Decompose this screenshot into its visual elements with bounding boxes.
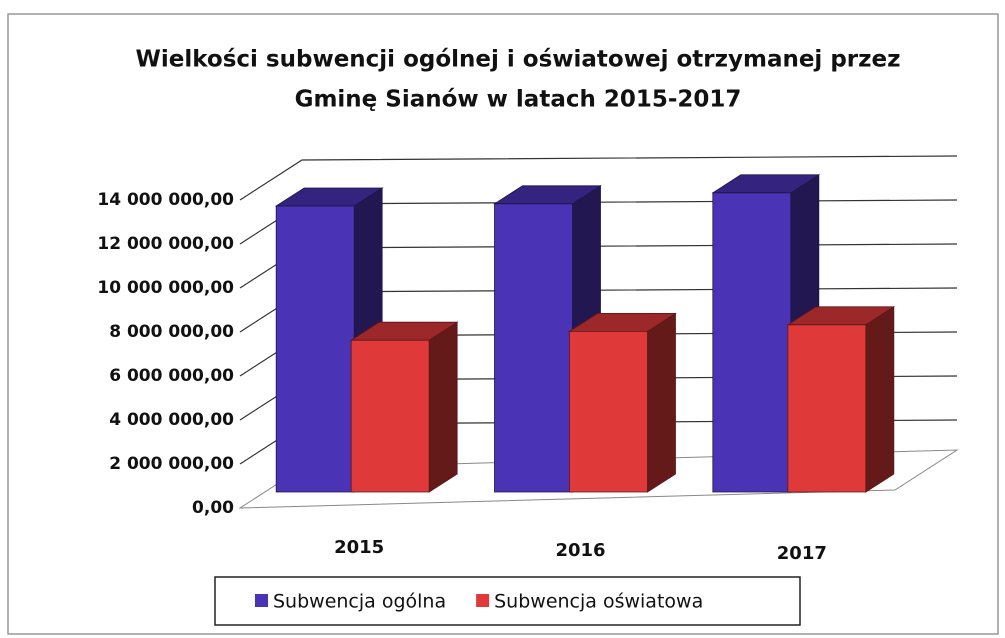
x-tick-label: 2017 <box>777 543 827 564</box>
y-tick-label: 4 000 000,00 <box>109 410 234 430</box>
bar <box>786 306 896 493</box>
y-tick-label: 8 000 000,00 <box>109 322 234 342</box>
chart-title: Wielkości subwencji ogólnej i oświatowej… <box>135 47 900 73</box>
y-tick-label: 6 000 000,00 <box>109 366 234 386</box>
y-tick-label: 10 000 000,00 <box>97 278 234 298</box>
grid-line <box>239 155 958 201</box>
y-tick-label: 2 000 000,00 <box>109 454 234 474</box>
legend-swatch <box>255 594 268 607</box>
legend-swatch <box>476 594 490 607</box>
bar <box>349 321 459 493</box>
bar <box>568 312 677 493</box>
y-tick-label: 14 000 000,00 <box>97 190 234 210</box>
legend-label: Subwencja oświatowa <box>494 591 703 613</box>
x-tick-label: 2015 <box>334 537 384 558</box>
legend-box <box>214 576 801 626</box>
x-tick-label: 2016 <box>555 540 605 561</box>
chart-title: Gminę Sianów w latach 2015-2017 <box>295 87 742 113</box>
y-tick-label: 0,00 <box>192 498 234 518</box>
y-tick-label: 12 000 000,00 <box>97 234 234 254</box>
legend-label: Subwencja ogólna <box>273 591 446 613</box>
